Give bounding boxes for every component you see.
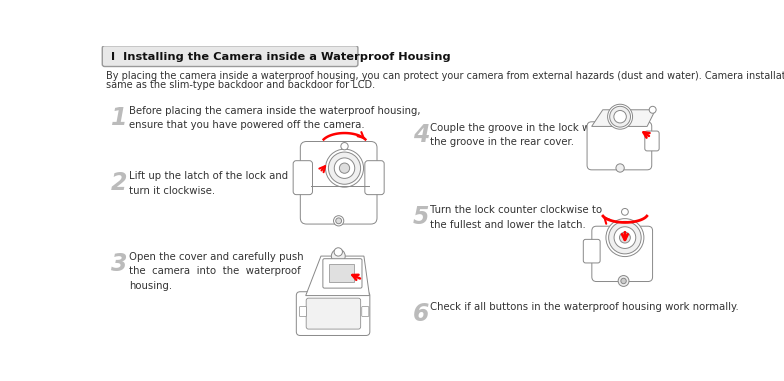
Circle shape [614, 227, 636, 248]
Circle shape [336, 218, 342, 224]
Bar [329, 264, 354, 282]
FancyBboxPatch shape [587, 122, 652, 170]
Text: Check if all buttons in the waterproof housing work normally.: Check if all buttons in the waterproof h… [430, 302, 739, 312]
Circle shape [608, 221, 641, 254]
Circle shape [339, 163, 350, 173]
Circle shape [649, 106, 656, 113]
FancyBboxPatch shape [365, 161, 384, 195]
FancyBboxPatch shape [644, 131, 659, 151]
Text: I  Installing the Camera inside a Waterproof Housing: I Installing the Camera inside a Waterpr… [111, 52, 450, 62]
Circle shape [621, 278, 626, 284]
Text: Before placing the camera inside the waterproof housing,
ensure that you have po: Before placing the camera inside the wat… [129, 106, 421, 130]
Circle shape [333, 216, 343, 226]
Text: same as the slim-type backdoor and backdoor for LCD.: same as the slim-type backdoor and backd… [106, 80, 376, 90]
Circle shape [618, 275, 629, 287]
FancyBboxPatch shape [361, 307, 368, 317]
Circle shape [328, 152, 361, 184]
Circle shape [608, 104, 633, 129]
Circle shape [334, 248, 343, 256]
Text: Lift up the latch of the lock and
turn it clockwise.: Lift up the latch of the lock and turn i… [129, 171, 289, 195]
Text: Couple the groove in the lock with
the groove in the rear cover.: Couple the groove in the lock with the g… [430, 123, 603, 147]
Circle shape [616, 164, 624, 172]
Text: Turn the lock counter clockwise to
the fullest and lower the latch.: Turn the lock counter clockwise to the f… [430, 205, 601, 229]
Text: 5: 5 [412, 205, 429, 229]
Polygon shape [592, 110, 655, 126]
FancyBboxPatch shape [307, 298, 361, 329]
Circle shape [606, 219, 644, 256]
Text: 1: 1 [111, 106, 127, 130]
Text: By placing the camera inside a waterproof housing, you can protect your camera f: By placing the camera inside a waterproo… [106, 71, 784, 81]
Text: Open the cover and carefully push
the  camera  into  the  waterproof
housing.: Open the cover and carefully push the ca… [129, 252, 304, 291]
FancyBboxPatch shape [299, 307, 307, 317]
Circle shape [332, 249, 345, 263]
Polygon shape [306, 256, 369, 296]
Circle shape [334, 158, 354, 178]
Text: 4: 4 [412, 123, 429, 147]
Text: 6: 6 [412, 302, 429, 326]
Circle shape [619, 232, 630, 243]
FancyBboxPatch shape [102, 46, 358, 67]
Circle shape [610, 106, 630, 127]
FancyBboxPatch shape [592, 226, 652, 282]
Text: 2: 2 [111, 171, 127, 195]
Circle shape [341, 142, 348, 150]
FancyBboxPatch shape [296, 292, 370, 336]
FancyBboxPatch shape [323, 259, 362, 288]
Circle shape [622, 208, 628, 215]
FancyBboxPatch shape [293, 161, 313, 195]
Circle shape [325, 149, 364, 187]
Circle shape [614, 110, 626, 123]
FancyBboxPatch shape [583, 239, 600, 263]
FancyBboxPatch shape [300, 141, 377, 224]
Text: 3: 3 [111, 252, 127, 276]
